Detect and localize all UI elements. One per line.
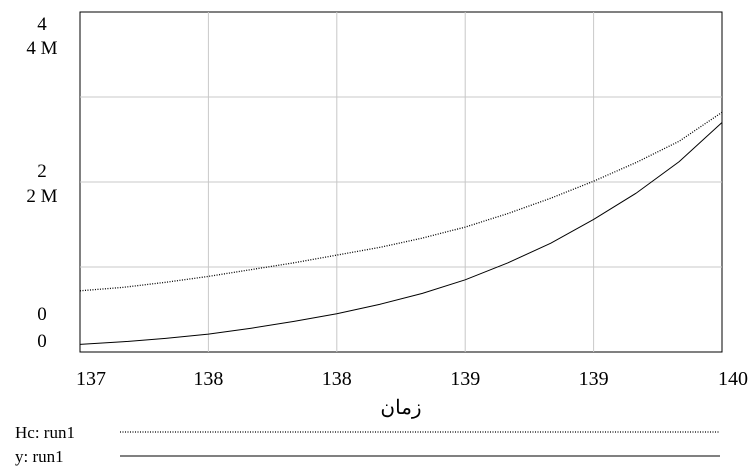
grid-layer [80, 12, 722, 352]
x-tick-label: 139 [450, 368, 480, 390]
series-line-2 [79, 122, 723, 345]
x-tick-label: 138 [193, 368, 223, 390]
y-axis-ticks: 4 4 M 2 2 M 0 0 [26, 14, 57, 352]
y-tick-label: 2 [37, 161, 47, 182]
x-axis-ticks: 137 138 138 139 139 140 [76, 368, 748, 390]
x-tick-label: 138 [322, 368, 352, 390]
y-tick-label-secondary: 2 M [26, 186, 57, 207]
x-tick-label: 137 [76, 368, 106, 390]
y-tick-label: 0 [37, 304, 47, 325]
series-line-1 [79, 111, 723, 292]
x-axis-label: زمان [380, 397, 421, 419]
x-tick-label: 140 [718, 368, 748, 390]
legend-label: Hc: run1 [15, 423, 75, 442]
y-tick-label-secondary: 0 [37, 331, 47, 352]
series-layer [79, 111, 723, 345]
legend-label: y: run1 [15, 447, 64, 466]
x-tick-label: 139 [579, 368, 609, 390]
y-tick-label-secondary: 4 M [26, 38, 57, 59]
legend: Hc: run1 y: run1 [15, 423, 720, 466]
y-tick-label: 4 [37, 14, 47, 35]
